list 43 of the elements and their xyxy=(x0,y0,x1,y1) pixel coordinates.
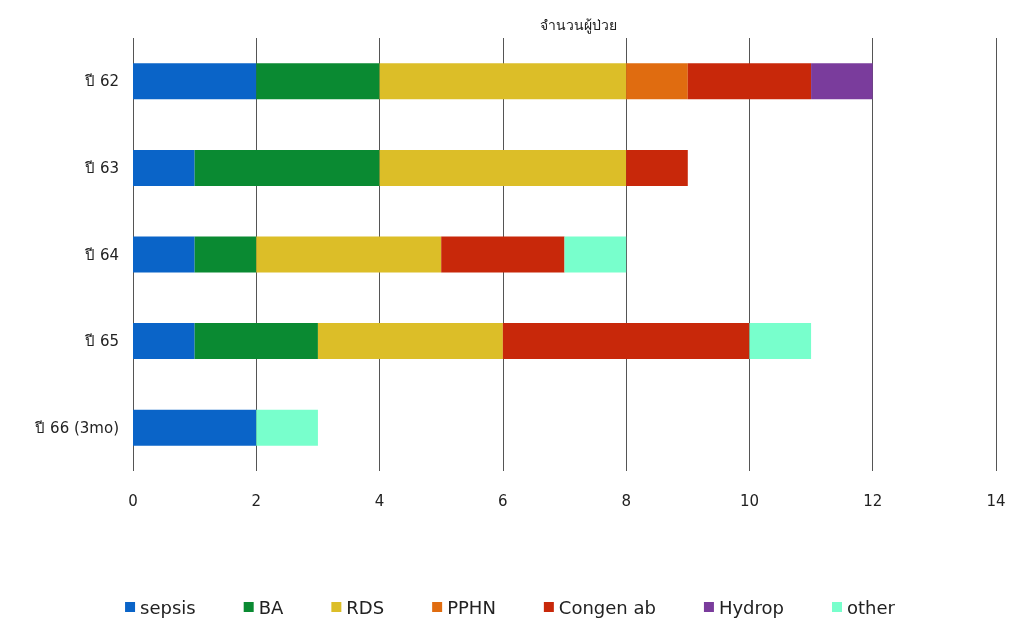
bar xyxy=(256,409,318,446)
legend-label: PPHN xyxy=(447,596,496,618)
bar xyxy=(379,63,627,100)
bar xyxy=(133,149,195,186)
y-tick-label: ปี 66 (3mo) xyxy=(34,418,119,437)
legend-label: sepsis xyxy=(140,596,196,618)
y-tick-label: ปี 65 xyxy=(84,332,119,351)
y-tick-label: ปี 64 xyxy=(84,245,119,264)
chart-title: จำนวนผู้ป่วย xyxy=(539,17,617,34)
bar xyxy=(441,236,565,273)
bar xyxy=(811,63,873,100)
bar xyxy=(379,149,627,186)
legend-label: Congen ab xyxy=(558,596,656,618)
x-tick-label: 2 xyxy=(251,491,262,510)
x-tick-label: 14 xyxy=(986,491,1006,510)
legend-label: RDS xyxy=(346,596,385,618)
bar xyxy=(256,63,380,100)
x-tick-label: 6 xyxy=(498,491,508,510)
bar xyxy=(564,236,627,273)
bar xyxy=(502,323,750,360)
x-tick-label: 8 xyxy=(621,491,631,510)
bar xyxy=(626,63,688,100)
bar xyxy=(194,236,257,273)
bar xyxy=(256,236,442,273)
bar xyxy=(133,323,195,360)
bar xyxy=(317,323,503,360)
bar xyxy=(133,63,257,100)
x-tick-label: 0 xyxy=(128,491,138,510)
bar xyxy=(749,323,812,360)
bar xyxy=(133,236,195,273)
x-tick-label: 10 xyxy=(739,491,759,510)
bar xyxy=(133,409,257,446)
y-tick-label: ปี 62 xyxy=(84,72,119,91)
bar xyxy=(194,149,380,186)
bar xyxy=(687,63,812,100)
y-tick-label: ปี 63 xyxy=(84,158,119,177)
bar xyxy=(194,323,318,360)
legend-label: BA xyxy=(258,596,285,618)
x-tick-label: 12 xyxy=(863,491,883,510)
legend-label: Hydrop xyxy=(718,596,784,618)
legend-label: other xyxy=(846,596,896,618)
x-tick-label: 4 xyxy=(374,491,385,510)
bar xyxy=(626,149,688,186)
